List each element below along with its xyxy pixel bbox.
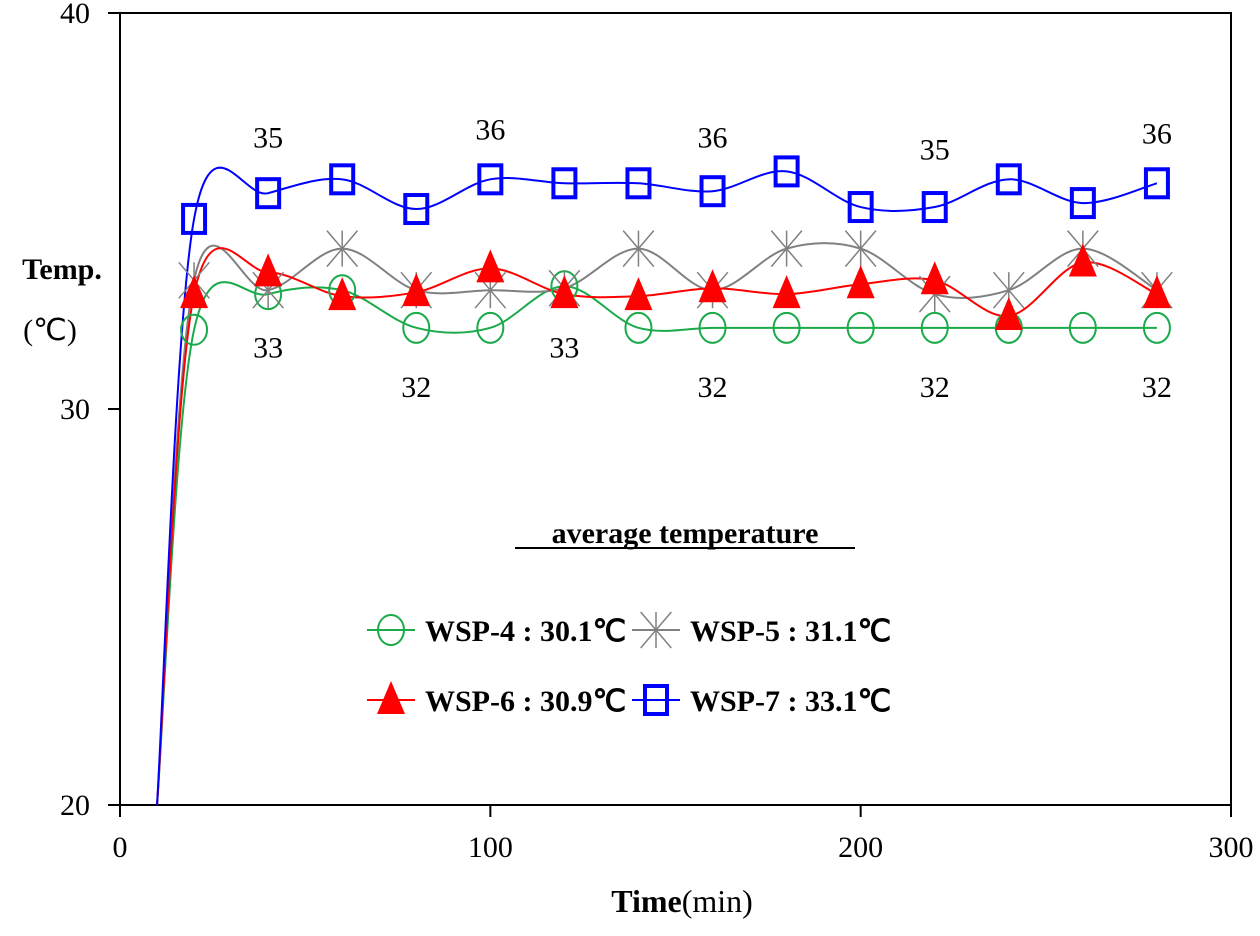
data-point-wsp-5 xyxy=(622,230,655,268)
data-point-wsp-4 xyxy=(402,311,431,344)
data-point-wsp-4 xyxy=(846,311,875,344)
x-tick-label: 100 xyxy=(468,831,513,864)
data-point-wsp-6 xyxy=(476,249,505,283)
data-annotation: 35 xyxy=(253,122,283,155)
data-point-wsp-6 xyxy=(328,277,357,311)
data-annotation: 36 xyxy=(698,122,728,155)
legend: average temperature WSP-4 : 30.1℃ WSP-5 : … xyxy=(367,517,891,718)
legend-marker-circle-icon xyxy=(377,614,405,646)
series-markers xyxy=(178,155,1173,346)
data-point-wsp-6 xyxy=(1142,275,1171,309)
data-point-wsp-7 xyxy=(1143,167,1170,200)
x-axis-label: Time(min) xyxy=(611,883,753,919)
data-point-wsp-4 xyxy=(920,311,949,344)
legend-item-wsp-6: WSP-6 : 30.9℃ xyxy=(367,681,626,718)
data-point-wsp-7 xyxy=(773,155,800,188)
series-line-wsp-5 xyxy=(156,242,1158,806)
legend-item-wsp-7: WSP-7 : 33.1℃ xyxy=(632,684,891,718)
data-point-wsp-6 xyxy=(402,273,431,307)
data-point-wsp-7 xyxy=(477,163,504,196)
legend-label: WSP-6 : 30.9℃ xyxy=(425,685,626,718)
data-annotation: 35 xyxy=(920,134,950,167)
data-point-wsp-7 xyxy=(699,175,726,208)
x-tick-label: 300 xyxy=(1209,831,1254,864)
data-point-wsp-4 xyxy=(1142,311,1171,344)
data-point-wsp-6 xyxy=(698,269,727,303)
data-point-wsp-7 xyxy=(551,167,578,200)
data-point-wsp-6 xyxy=(254,253,283,287)
x-axis-label-main: Time xyxy=(611,883,682,919)
data-point-wsp-6 xyxy=(920,261,949,295)
x-axis-label-unit: (min) xyxy=(682,883,753,919)
legend-item-wsp-5: WSP-5 : 31.1℃ xyxy=(632,611,891,649)
data-point-wsp-7 xyxy=(1069,187,1096,220)
data-point-wsp-4 xyxy=(698,311,727,344)
data-annotation: 32 xyxy=(920,371,950,404)
data-point-wsp-6 xyxy=(1068,243,1097,277)
data-point-wsp-7 xyxy=(181,202,208,235)
data-point-wsp-7 xyxy=(921,191,948,224)
legend-marker-star-icon xyxy=(640,611,672,649)
legend-marker-square-icon xyxy=(643,684,669,716)
y-tick-label: 40 xyxy=(60,0,90,30)
data-point-wsp-4 xyxy=(624,311,653,344)
data-point-wsp-6 xyxy=(994,296,1023,330)
legend-label: WSP-4 : 30.1℃ xyxy=(425,615,626,648)
data-point-wsp-6 xyxy=(772,275,801,309)
data-annotation: 32 xyxy=(1142,371,1172,404)
data-annotation: 32 xyxy=(698,371,728,404)
data-point-wsp-7 xyxy=(847,191,874,224)
data-point-wsp-4 xyxy=(180,313,209,346)
data-point-wsp-6 xyxy=(846,265,875,299)
y-tick-label: 20 xyxy=(60,789,90,822)
data-annotation: 32 xyxy=(401,371,431,404)
data-annotation: 36 xyxy=(1142,118,1172,151)
y-tick-label: 30 xyxy=(60,393,90,426)
series-lines xyxy=(156,166,1158,806)
data-point-wsp-7 xyxy=(403,193,430,226)
legend-title: average temperature xyxy=(552,517,819,550)
axes: 0 100 200 300 20 30 40 xyxy=(60,0,1254,864)
data-annotation: 36 xyxy=(475,114,505,147)
data-point-wsp-4 xyxy=(1068,311,1097,344)
data-point-wsp-7 xyxy=(329,163,356,196)
legend-marker-triangle-icon xyxy=(377,681,405,714)
data-annotation: 33 xyxy=(253,332,283,365)
y-axis-unit: (℃) xyxy=(23,314,77,347)
data-annotation: 33 xyxy=(549,332,579,365)
data-point-wsp-4 xyxy=(772,311,801,344)
data-point-wsp-5 xyxy=(326,230,359,268)
data-point-wsp-6 xyxy=(550,275,579,309)
data-point-wsp-4 xyxy=(476,311,505,344)
data-point-wsp-6 xyxy=(624,277,653,311)
legend-label: WSP-5 : 31.1℃ xyxy=(690,615,891,648)
data-point-wsp-7 xyxy=(625,167,652,200)
y-axis-label: Temp. xyxy=(22,253,102,286)
x-tick-label: 200 xyxy=(838,831,883,864)
legend-item-wsp-4: WSP-4 : 30.1℃ xyxy=(367,614,626,648)
data-point-wsp-5 xyxy=(844,230,877,268)
data-point-wsp-7 xyxy=(995,163,1022,196)
x-tick-label: 0 xyxy=(113,831,128,864)
annotations: 35 36 36 35 36 33 33 32 32 32 32 xyxy=(253,114,1172,404)
plot-area-frame xyxy=(119,12,1232,806)
data-point-wsp-7 xyxy=(255,177,282,210)
data-point-wsp-5 xyxy=(770,230,803,268)
data-point-wsp-6 xyxy=(180,275,209,309)
series-line-wsp-7 xyxy=(156,166,1158,806)
legend-label: WSP-7 : 33.1℃ xyxy=(690,685,891,718)
